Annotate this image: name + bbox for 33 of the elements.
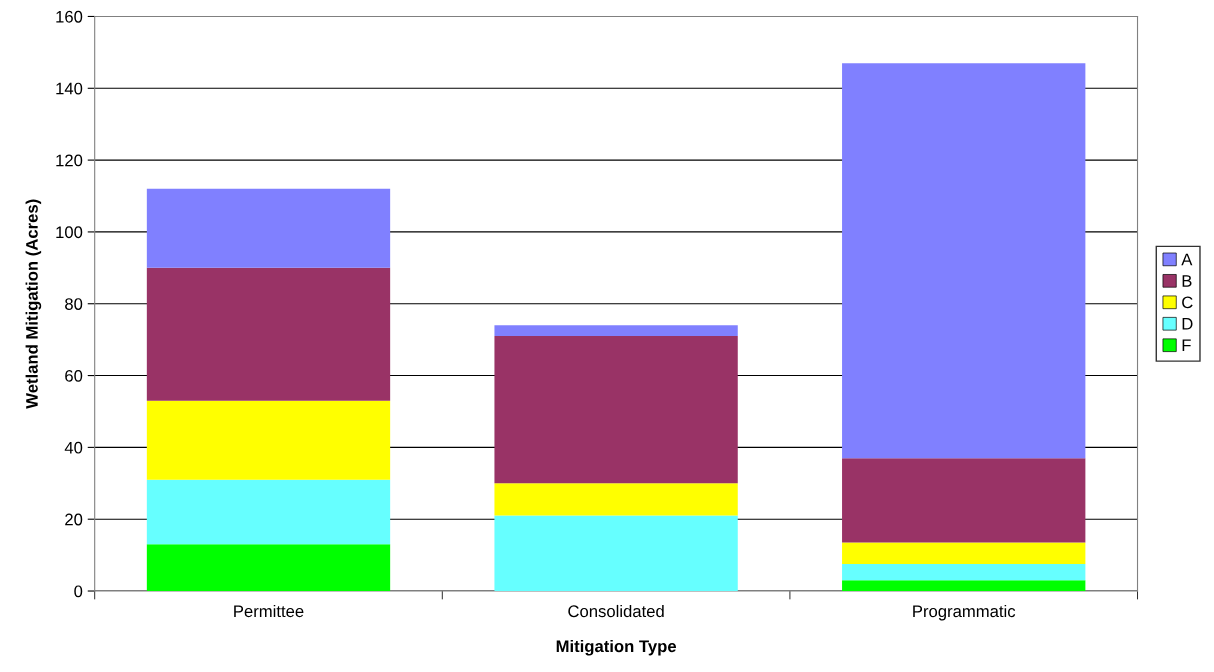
bar	[494, 336, 738, 484]
bar	[146, 400, 391, 480]
x-tick-label: Programmatic	[913, 604, 1016, 621]
bar	[842, 458, 1086, 543]
legend-label: D	[1182, 318, 1193, 330]
bar	[146, 544, 391, 592]
bar	[146, 267, 391, 401]
bar	[146, 479, 391, 545]
y-tick-label: 0	[74, 585, 83, 598]
bar	[842, 564, 1086, 581]
bar	[842, 542, 1086, 565]
y-tick-label: 160	[56, 10, 83, 23]
legend-label: F	[1182, 339, 1191, 352]
x-axis-title: Mitigation Type	[556, 639, 677, 656]
y-tick-label: 120	[56, 154, 83, 167]
y-axis-title: Wetland Mitigation (Acres)	[25, 199, 42, 409]
bar	[842, 580, 1086, 592]
bar	[146, 188, 391, 268]
y-tick-label: 20	[65, 513, 83, 526]
x-tick-label: Permittee	[234, 604, 304, 618]
bar	[494, 515, 738, 592]
y-tick-label: 40	[64, 441, 83, 454]
legend-label: B	[1182, 275, 1192, 287]
y-tick-label: 140	[56, 82, 83, 95]
bar	[842, 63, 1086, 459]
legend-label: C	[1182, 296, 1193, 309]
bar	[494, 483, 738, 516]
bar	[494, 325, 738, 337]
x-tick-label: Consolidated	[568, 604, 664, 618]
y-tick-label: 60	[65, 369, 83, 382]
legend-label: A	[1181, 253, 1193, 266]
y-tick-label: 100	[56, 226, 83, 239]
y-tick-label: 80	[65, 298, 83, 310]
